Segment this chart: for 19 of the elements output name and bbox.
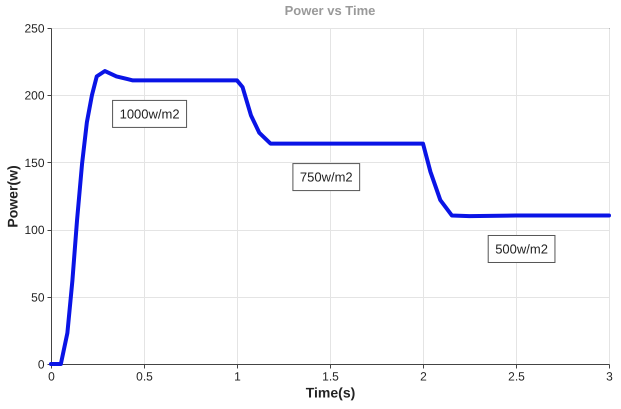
y-tick-label: 200 [24,88,45,103]
x-tick-label: 3 [606,370,614,384]
annotation: 500w/m2 [495,241,548,256]
y-tick-label: 0 [38,358,45,372]
y-tick-label: 150 [24,156,45,170]
y-tick-label: 50 [31,290,45,304]
y-tick-label: 250 [24,22,45,36]
chart-title: Power vs Time [284,3,376,18]
x-tick-label: 0 [48,370,56,384]
y-axis-title: Power(w) [4,165,20,228]
annotation: 750w/m2 [300,170,353,185]
annotation: 1000w/m2 [120,106,180,122]
x-tick-label: 2 [420,370,428,384]
x-tick-label: 1.5 [322,370,340,384]
x-axis-title: Time(s) [306,384,356,400]
y-tick-label: 100 [24,223,45,238]
x-tick-label: 1 [234,370,242,384]
x-tick-label: 2.5 [508,370,526,384]
x-tick-label: 0.5 [136,370,154,384]
